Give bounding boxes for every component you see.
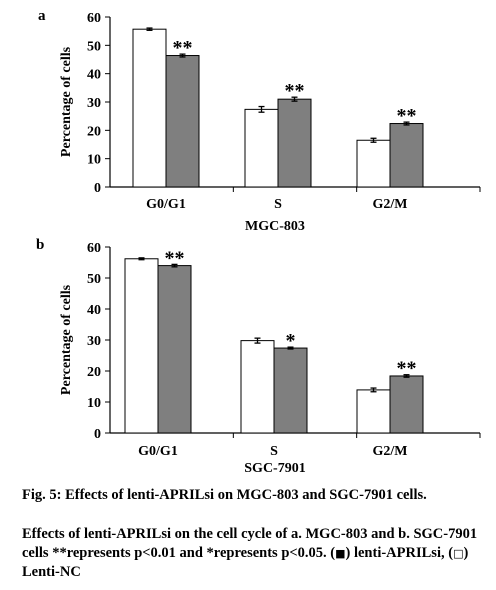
panel-a-x-category-label: S bbox=[274, 197, 282, 212]
panel-a-significance-marker: ** bbox=[285, 80, 305, 102]
panel-b-significance-marker: ** bbox=[165, 247, 185, 269]
figure-caption-title: Fig. 5: Effects of lenti-APRILsi on MGC-… bbox=[22, 487, 427, 503]
panel-b-bar-nc-0 bbox=[124, 258, 159, 434]
panel-a-y-tick-label: 10 bbox=[87, 153, 101, 168]
panel-a-y-tick-label: 60 bbox=[87, 11, 101, 26]
panel-a-x-category-label: G0/G1 bbox=[146, 197, 186, 212]
panel-b-x-category-label: G2/M bbox=[373, 444, 408, 459]
panel-b-y-tick-label: 20 bbox=[87, 365, 101, 380]
panel-a-y-tick-label: 20 bbox=[87, 124, 101, 139]
panel-b-y-axis-title: Percentage of cells bbox=[59, 284, 74, 395]
panel-a-bar-si-1 bbox=[277, 98, 312, 188]
panel-a-label: a bbox=[38, 8, 46, 24]
filled-square-legend-icon: ■ bbox=[335, 547, 346, 560]
panel-b-y-tick-label: 10 bbox=[87, 396, 101, 411]
panel-a-significance-marker: ** bbox=[397, 105, 417, 127]
panel-b-x-category-label: S bbox=[270, 444, 278, 459]
panel-a-y-tick-label: 50 bbox=[87, 39, 101, 54]
panel-b-x-axis-title: SGC-7901 bbox=[244, 461, 305, 476]
panel-a-x-axis-title: MGC-803 bbox=[245, 219, 305, 234]
panel-a-bar-si-0 bbox=[165, 55, 200, 188]
panel-a-y-tick-label: 0 bbox=[94, 181, 101, 196]
open-square-legend-icon: □ bbox=[453, 547, 464, 560]
panel-b-y-tick-label: 40 bbox=[87, 303, 101, 318]
panel-b-y-tick-label: 50 bbox=[87, 272, 101, 287]
panel-a-bar-nc-2 bbox=[356, 139, 391, 188]
panel-b-y-tick-label: 30 bbox=[87, 334, 101, 349]
panel-b-bar-si-0 bbox=[157, 265, 192, 434]
panel-b-label: b bbox=[36, 237, 44, 253]
panel-a-bar-si-2 bbox=[389, 123, 424, 188]
panel-b-significance-marker: * bbox=[286, 330, 296, 352]
panel-a-y-tick-label: 40 bbox=[87, 68, 101, 83]
panel-a-significance-marker: ** bbox=[173, 37, 193, 59]
caption-text-lenti-nc: ) Lenti-NC bbox=[22, 545, 469, 580]
panel-b-bar-nc-1 bbox=[240, 340, 275, 434]
panel-a-y-tick-label: 30 bbox=[87, 96, 101, 111]
panel-b-bar-nc-2 bbox=[356, 389, 391, 434]
panel-b-y-tick-label: 0 bbox=[94, 427, 101, 442]
figure-caption-body: Effects of lenti-APRILsi on the cell cyc… bbox=[22, 525, 482, 582]
caption-text: Effects of lenti-APRILsi on the cell cyc… bbox=[22, 526, 478, 561]
panel-a-bar-nc-0 bbox=[132, 28, 167, 188]
panel-b-significance-marker: ** bbox=[397, 358, 417, 380]
panel-b-x-category-label: G0/G1 bbox=[138, 444, 178, 459]
caption-text-lenti-aprilsi: ) lenti-APRILsi, ( bbox=[345, 545, 454, 561]
panel-b-bar-si-2 bbox=[389, 375, 424, 434]
panel-a-bar-nc-1 bbox=[244, 108, 279, 188]
panel-b-y-tick-label: 60 bbox=[87, 241, 101, 256]
panel-a-y-axis-title: Percentage of cells bbox=[59, 46, 74, 157]
panel-a-x-category-label: G2/M bbox=[373, 197, 408, 212]
panel-b-bar-si-1 bbox=[273, 347, 308, 434]
